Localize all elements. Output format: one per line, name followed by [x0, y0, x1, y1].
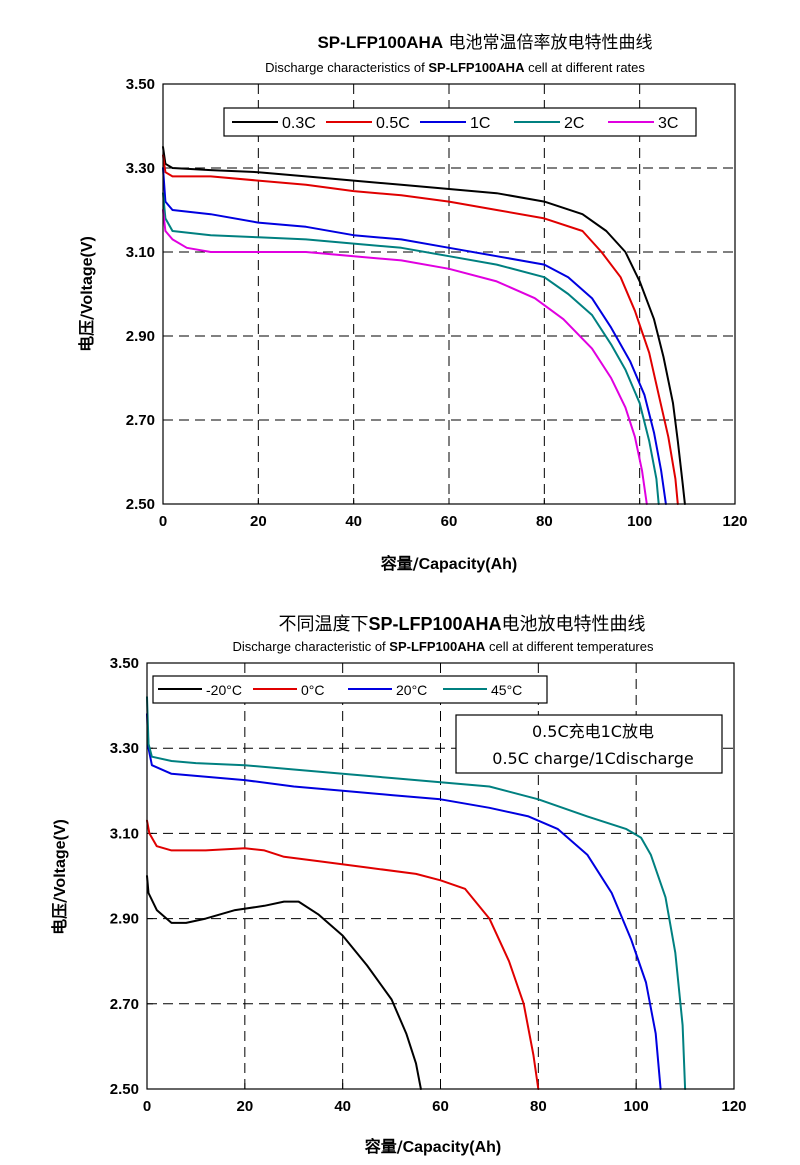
- chart-1-ylabel: 电压/Voltage(V): [77, 236, 96, 352]
- chart-2-tick-labels: 0 20 40 60 80 100 120 2.50 2.70 2.90 3.10 3.30 3.50: [110, 655, 747, 1115]
- chart-1-y-tick-label: 3.30: [126, 160, 155, 177]
- chart-2-x-tick-label: 80: [530, 1098, 547, 1115]
- chart-2-series-line: [146, 875, 422, 1090]
- chart-2-x-tick-label: 40: [334, 1098, 351, 1115]
- chart-1-subtitle-a: Discharge characteristics of: [265, 60, 428, 75]
- chart-1-legend-label: 2C: [564, 115, 584, 132]
- chart-2-xlabel: 容量/Capacity(Ah): [364, 1137, 502, 1156]
- chart-2-plot-frame: [146, 662, 735, 1090]
- chart-2-subtitle: Discharge characteristic of SP-LFP100AHA…: [233, 639, 654, 654]
- chart-1-title: SP-LFP100AHA 电池常温倍率放电特性曲线: [317, 33, 652, 53]
- chart-1-subtitle-c: cell at different rates: [524, 60, 645, 75]
- chart-2-title-zh-a: 不同温度下: [278, 614, 368, 635]
- chart-1-x-tick-label: 100: [627, 513, 652, 530]
- chart-1-ylabel-en: Voltage(V): [79, 236, 96, 314]
- chart-1-plot-frame: [162, 83, 736, 505]
- chart-1-legend: 0.3C 0.5C 1C 2C 3C: [223, 107, 697, 137]
- chart-1-series-line: [162, 192, 660, 505]
- chart-2-y-tick-label: 2.50: [110, 1081, 139, 1098]
- chart-1-series-line: [162, 154, 679, 505]
- chart-1-ylabel-zh: 电压/: [77, 314, 96, 352]
- chart-1: SP-LFP100AHA 电池常温倍率放电特性曲线 Discharge char…: [77, 33, 748, 573]
- chart-1-x-tick-label: 80: [536, 513, 553, 530]
- chart-2-legend-label: -20°C: [206, 682, 242, 698]
- chart-2-legend-label: 45°C: [491, 682, 522, 698]
- chart-1-x-tick-label: 20: [250, 513, 267, 530]
- chart-2-x-tick-label: 60: [432, 1098, 449, 1115]
- chart-1-series-line: [162, 167, 667, 505]
- chart-1-tick-labels: 0 20 40 60 80 100 120 2.50 2.70 2.90 3.10 3.30 3.50: [126, 76, 748, 530]
- chart-2-xlabel-en: Capacity(Ah): [403, 1139, 502, 1156]
- chart-1-legend-label: 0.3C: [282, 115, 316, 132]
- chart-1-legend-label: 1C: [470, 115, 490, 132]
- chart-1-legend-label: 3C: [658, 115, 678, 132]
- chart-2-series-line: [146, 696, 687, 1090]
- chart-1-x-tick-label: 0: [159, 513, 167, 530]
- chart-1-x-tick-label: 60: [441, 513, 458, 530]
- chart-2-y-tick-label: 3.50: [110, 655, 139, 672]
- chart-2-x-tick-label: 20: [236, 1098, 253, 1115]
- chart-2-ylabel: 电压/Voltage(V): [50, 819, 69, 935]
- chart-1-x-tick-label: 40: [345, 513, 362, 530]
- chart-1-subtitle: Discharge characteristics of SP-LFP100AH…: [265, 60, 645, 75]
- chart-2-ylabel-en: Voltage(V): [52, 819, 69, 897]
- chart-1-series-line: [162, 209, 648, 505]
- chart-2-y-tick-label: 3.30: [110, 740, 139, 757]
- chart-2-legend: -20°C 0°C 20°C 45°C: [152, 675, 548, 704]
- chart-1-legend-label: 0.5C: [376, 115, 410, 132]
- chart-1-x-tick-label: 120: [722, 513, 747, 530]
- chart-2-legend-label: 0°C: [301, 682, 325, 698]
- chart-1-series-line: [162, 146, 686, 505]
- chart-1-y-tick-label: 2.70: [126, 412, 155, 429]
- chart-2-series-line: [146, 713, 662, 1090]
- chart-2-y-tick-label: 3.10: [110, 825, 139, 842]
- chart-1-y-tick-label: 2.50: [126, 496, 155, 513]
- chart-1-y-tick-label: 3.50: [126, 76, 155, 93]
- chart-1-title-zh: 电池常温倍率放电特性曲线: [443, 33, 652, 53]
- chart-1-xlabel-zh: 容量/: [380, 554, 419, 573]
- chart-2-series: [146, 696, 687, 1090]
- chart-2-title-zh-b: 电池放电特性曲线: [502, 614, 646, 635]
- chart-1-xlabel: 容量/Capacity(Ah): [380, 554, 518, 573]
- chart-2-xlabel-zh: 容量/: [364, 1137, 403, 1156]
- chart-2-y-tick-label: 2.70: [110, 996, 139, 1013]
- chart-2: 不同温度下SP-LFP100AHA电池放电特性曲线 Discharge char…: [50, 614, 747, 1156]
- chart-2-x-tick-label: 120: [721, 1098, 746, 1115]
- chart-1-legend-items: 0.3C 0.5C 1C 2C 3C: [232, 115, 678, 132]
- chart-1-xlabel-en: Capacity(Ah): [419, 556, 518, 573]
- chart-2-legend-items: -20°C 0°C 20°C 45°C: [158, 682, 522, 698]
- chart-2-x-tick-label: 100: [624, 1098, 649, 1115]
- chart-2-annotation-line-1: 0.5C充电1C放电: [532, 722, 654, 741]
- chart-1-series: [162, 146, 686, 505]
- chart-1-title-model: SP-LFP100AHA: [317, 33, 443, 52]
- chart-2-ylabel-zh: 电压/: [50, 897, 69, 935]
- chart-2-annotation: 0.5C充电1C放电 0.5C charge/1Cdischarge: [455, 714, 723, 774]
- chart-2-y-tick-label: 2.90: [110, 911, 139, 928]
- chart-2-title: 不同温度下SP-LFP100AHA电池放电特性曲线: [278, 614, 645, 635]
- chart-1-subtitle-b: SP-LFP100AHA: [428, 60, 525, 75]
- chart-1-y-tick-label: 3.10: [126, 244, 155, 261]
- chart-2-legend-label: 20°C: [396, 682, 427, 698]
- chart-2-title-model: SP-LFP100AHA: [368, 614, 501, 634]
- chart-2-series-line: [146, 819, 540, 1090]
- chart-2-annotation-line-2: 0.5C charge/1Cdischarge: [492, 749, 693, 768]
- chart-1-y-tick-label: 2.90: [126, 328, 155, 345]
- chart-2-annotation-box: [455, 714, 723, 774]
- chart-2-subtitle-b: SP-LFP100AHA: [389, 639, 486, 654]
- chart-2-subtitle-a: Discharge characteristic of: [233, 639, 390, 654]
- chart-2-x-tick-label: 0: [143, 1098, 151, 1115]
- chart-2-subtitle-c: cell at different temperatures: [485, 639, 654, 654]
